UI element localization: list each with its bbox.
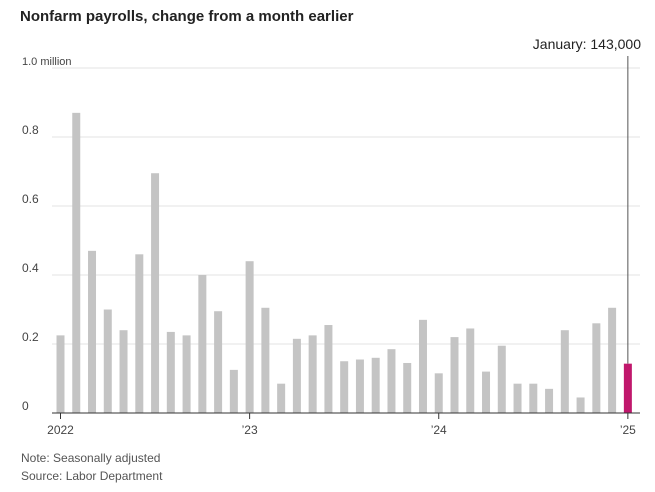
y-tick-label: 0.4 xyxy=(22,261,39,275)
bar xyxy=(166,331,175,413)
bar xyxy=(277,383,286,413)
bar xyxy=(229,369,238,413)
y-tick-label: 1.0 million xyxy=(22,56,72,68)
y-axis-tick-labels: 0 0.2 0.4 0.6 0.8 1.0 million xyxy=(22,56,72,413)
bar xyxy=(198,275,207,413)
chart-note: Note: Seasonally adjusted xyxy=(21,451,161,465)
bar xyxy=(119,330,128,413)
bar xyxy=(592,323,601,413)
bar xyxy=(560,330,569,413)
y-tick-label: 0.8 xyxy=(22,123,39,137)
bar xyxy=(545,388,554,413)
bar xyxy=(340,361,349,413)
x-tick-label: 2022 xyxy=(47,423,74,437)
bar xyxy=(72,112,81,413)
highlight-annotation: January: 143,000 xyxy=(533,36,641,364)
y-tick-label: 0.2 xyxy=(22,330,39,344)
bar xyxy=(529,383,538,413)
gridlines xyxy=(52,67,640,345)
bar xyxy=(56,335,65,413)
bars xyxy=(56,112,632,413)
x-tick-label: ’23 xyxy=(242,423,258,437)
bar xyxy=(466,328,475,413)
bar xyxy=(371,357,380,413)
x-tick-label: ’24 xyxy=(431,423,447,437)
bar xyxy=(182,335,191,413)
bar-highlight xyxy=(623,363,632,413)
bar xyxy=(434,373,443,413)
bar xyxy=(403,362,412,413)
bar xyxy=(245,261,254,413)
bar xyxy=(513,383,522,413)
chart-title: Nonfarm payrolls, change from a month ea… xyxy=(20,8,354,25)
bar xyxy=(292,338,301,413)
x-axis: 2022 ’23 ’24 ’25 xyxy=(47,412,640,437)
bar xyxy=(608,307,617,413)
bar xyxy=(355,359,364,413)
bar xyxy=(103,309,112,413)
x-tick-label: ’25 xyxy=(620,423,636,437)
bar xyxy=(135,254,144,413)
bar xyxy=(387,349,396,413)
annotation-label: January: 143,000 xyxy=(533,36,641,52)
y-tick-label: 0.6 xyxy=(22,192,39,206)
bar xyxy=(151,173,160,413)
bar xyxy=(324,325,333,413)
y-tick-label: 0 xyxy=(22,399,29,413)
bar-chart: 0 0.2 0.4 0.6 0.8 1.0 million 2022 ’23 ’24 ’25 J… xyxy=(22,36,641,437)
bar xyxy=(450,337,459,413)
bar xyxy=(261,307,270,413)
bar xyxy=(576,397,585,413)
bar xyxy=(308,335,317,413)
bar xyxy=(482,371,491,413)
chart-source: Source: Labor Department xyxy=(21,469,163,483)
bar xyxy=(497,345,506,413)
bar xyxy=(88,250,97,413)
bar xyxy=(214,311,223,413)
bar xyxy=(418,319,427,413)
